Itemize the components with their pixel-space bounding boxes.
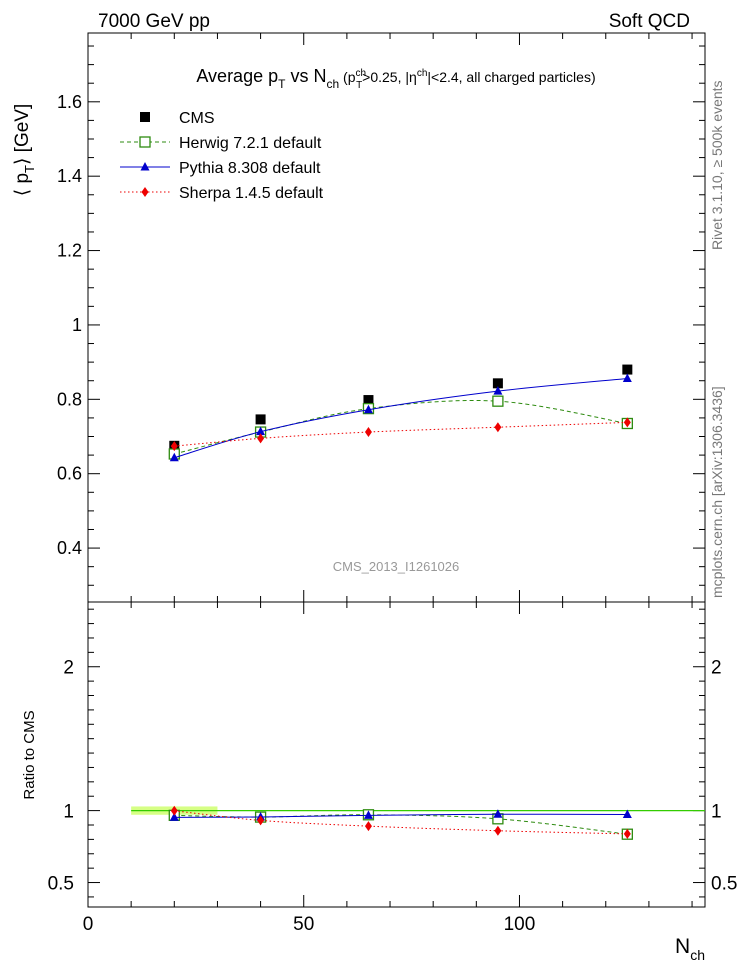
upper-point-pythia: [493, 386, 503, 395]
x-axis-label: Nch: [675, 935, 705, 963]
lower-ytick-label-right: 1: [711, 802, 722, 823]
lower-frame: [87, 601, 706, 908]
title-part-extra: (p: [339, 69, 356, 85]
ylabel-pre: ⟨ p: [12, 173, 33, 196]
lower-ytick-label-left: 1: [63, 802, 74, 823]
title-part-sub1: T: [278, 77, 286, 91]
rivet-note: Rivet 3.1.10, ≥ 500k events: [709, 80, 725, 250]
xtick-label: 100: [504, 914, 536, 935]
lower-panel: Ratio to CMS Nch 0.5 0.5 1 1 2 2 0 50 100: [21, 601, 737, 963]
lower-point-pythia: [493, 809, 503, 818]
lower-series-layer: [131, 805, 705, 840]
mcplots-note: mcplots.cern.ch [arXiv:1306.3436]: [709, 386, 725, 598]
legend-label-herwig: Herwig 7.2.1 default: [179, 135, 322, 152]
lower-point-sherpa: [364, 821, 372, 832]
upper-ytick-label: 1.4: [57, 166, 82, 186]
upper-ytick-label: 1.6: [57, 92, 82, 112]
upper-panel: Average pT vs Nch (pch T>0.25, |ηch|<2.4,…: [12, 32, 706, 603]
xlabel-main: N: [675, 935, 690, 958]
upper-point-pythia: [622, 373, 632, 382]
upper-point-sherpa: [364, 427, 372, 438]
lower-series-line-sherpa: [174, 810, 628, 835]
upper-ytick-label: 0.6: [57, 464, 82, 484]
header-left: 7000 GeV pp: [98, 11, 210, 32]
upper-ytick-label: 0.8: [57, 389, 82, 409]
legend-marker-cms: [140, 112, 150, 122]
upper-point-cms: [492, 378, 503, 389]
upper-ytick-label: 1.2: [57, 241, 82, 261]
upper-point-herwig: [492, 395, 504, 407]
upper-axes: 0.4 0.6 0.8 1 1.2 1.4 1.6: [57, 33, 705, 602]
title-part-vs: vs N: [285, 66, 326, 86]
legend-label-pythia: Pythia 8.308 default: [179, 160, 321, 177]
lower-point-sherpa: [170, 805, 178, 816]
xlabel-sub: ch: [690, 947, 705, 963]
xtick-label: 50: [293, 914, 314, 935]
lower-point-sherpa: [494, 825, 502, 836]
upper-series-line-herwig: [174, 400, 628, 455]
title-part-main: Average p: [196, 66, 278, 86]
legend-label-cms: CMS: [179, 110, 215, 127]
title-part-rest-end: |<2.4, all charged particles): [427, 69, 595, 85]
lower-series-line-pythia: [174, 813, 628, 818]
lower-ytick-label-left: 0.5: [48, 874, 74, 895]
lower-series-line-herwig: [174, 814, 628, 835]
upper-point-sherpa: [623, 417, 631, 428]
main-title: Average pT vs Nch (pch T>0.25, |ηch|<2.4,…: [196, 66, 595, 91]
header-right: Soft QCD: [609, 11, 690, 32]
title-part-rest-sup: ch: [417, 68, 428, 79]
legend-marker-herwig: [139, 136, 151, 148]
upper-series-layer: [168, 364, 633, 462]
lower-ylabel: Ratio to CMS: [21, 710, 38, 799]
upper-point-sherpa: [494, 422, 502, 433]
legend-marker-pythia: [140, 162, 150, 171]
ylabel-sub: T: [22, 165, 37, 173]
analysis-watermark: CMS_2013_I1261026: [333, 559, 460, 574]
upper-point-pythia: [169, 452, 179, 462]
title-part-extra-sup: ch: [356, 68, 367, 79]
lower-ytick-label-left: 2: [63, 658, 74, 679]
lower-point-sherpa: [623, 828, 631, 839]
lower-ytick-label-right: 0.5: [711, 874, 737, 895]
upper-point-pythia: [363, 404, 373, 414]
upper-point-sherpa: [170, 441, 178, 452]
upper-point-cms: [622, 364, 633, 375]
legend-marker-sherpa: [141, 187, 149, 197]
ylabel-post: ⟩ [GeV]: [12, 104, 33, 165]
upper-series-line-sherpa: [174, 421, 628, 447]
upper-ylabel: ⟨ pT⟩ [GeV]: [12, 104, 37, 197]
title-part-rest: >0.25, |η: [362, 69, 417, 85]
title-part-sub2: ch: [326, 77, 339, 91]
legend: CMS Herwig 7.2.1 default Pythia 8.308 defa…: [120, 110, 324, 202]
lower-ytick-label-right: 2: [711, 658, 722, 679]
upper-series-line-pythia: [174, 377, 628, 459]
xtick-label: 0: [83, 914, 94, 935]
upper-point-cms: [363, 395, 374, 406]
lower-axes: 0.5 0.5 1 1 2 2 0 50 100: [48, 602, 737, 935]
lower-point-pythia: [169, 812, 179, 821]
upper-ytick-label: 1: [72, 315, 82, 335]
upper-point-sherpa: [257, 433, 265, 444]
title-part-extra-sub: T: [356, 80, 362, 91]
lower-point-pythia: [622, 809, 632, 818]
lower-point-sherpa: [257, 815, 265, 826]
upper-point-pythia: [256, 426, 266, 436]
upper-point-cms: [255, 414, 266, 425]
lower-point-pythia: [363, 810, 373, 819]
legend-label-sherpa: Sherpa 1.4.5 default: [179, 185, 324, 202]
upper-ytick-label: 0.4: [57, 538, 82, 558]
